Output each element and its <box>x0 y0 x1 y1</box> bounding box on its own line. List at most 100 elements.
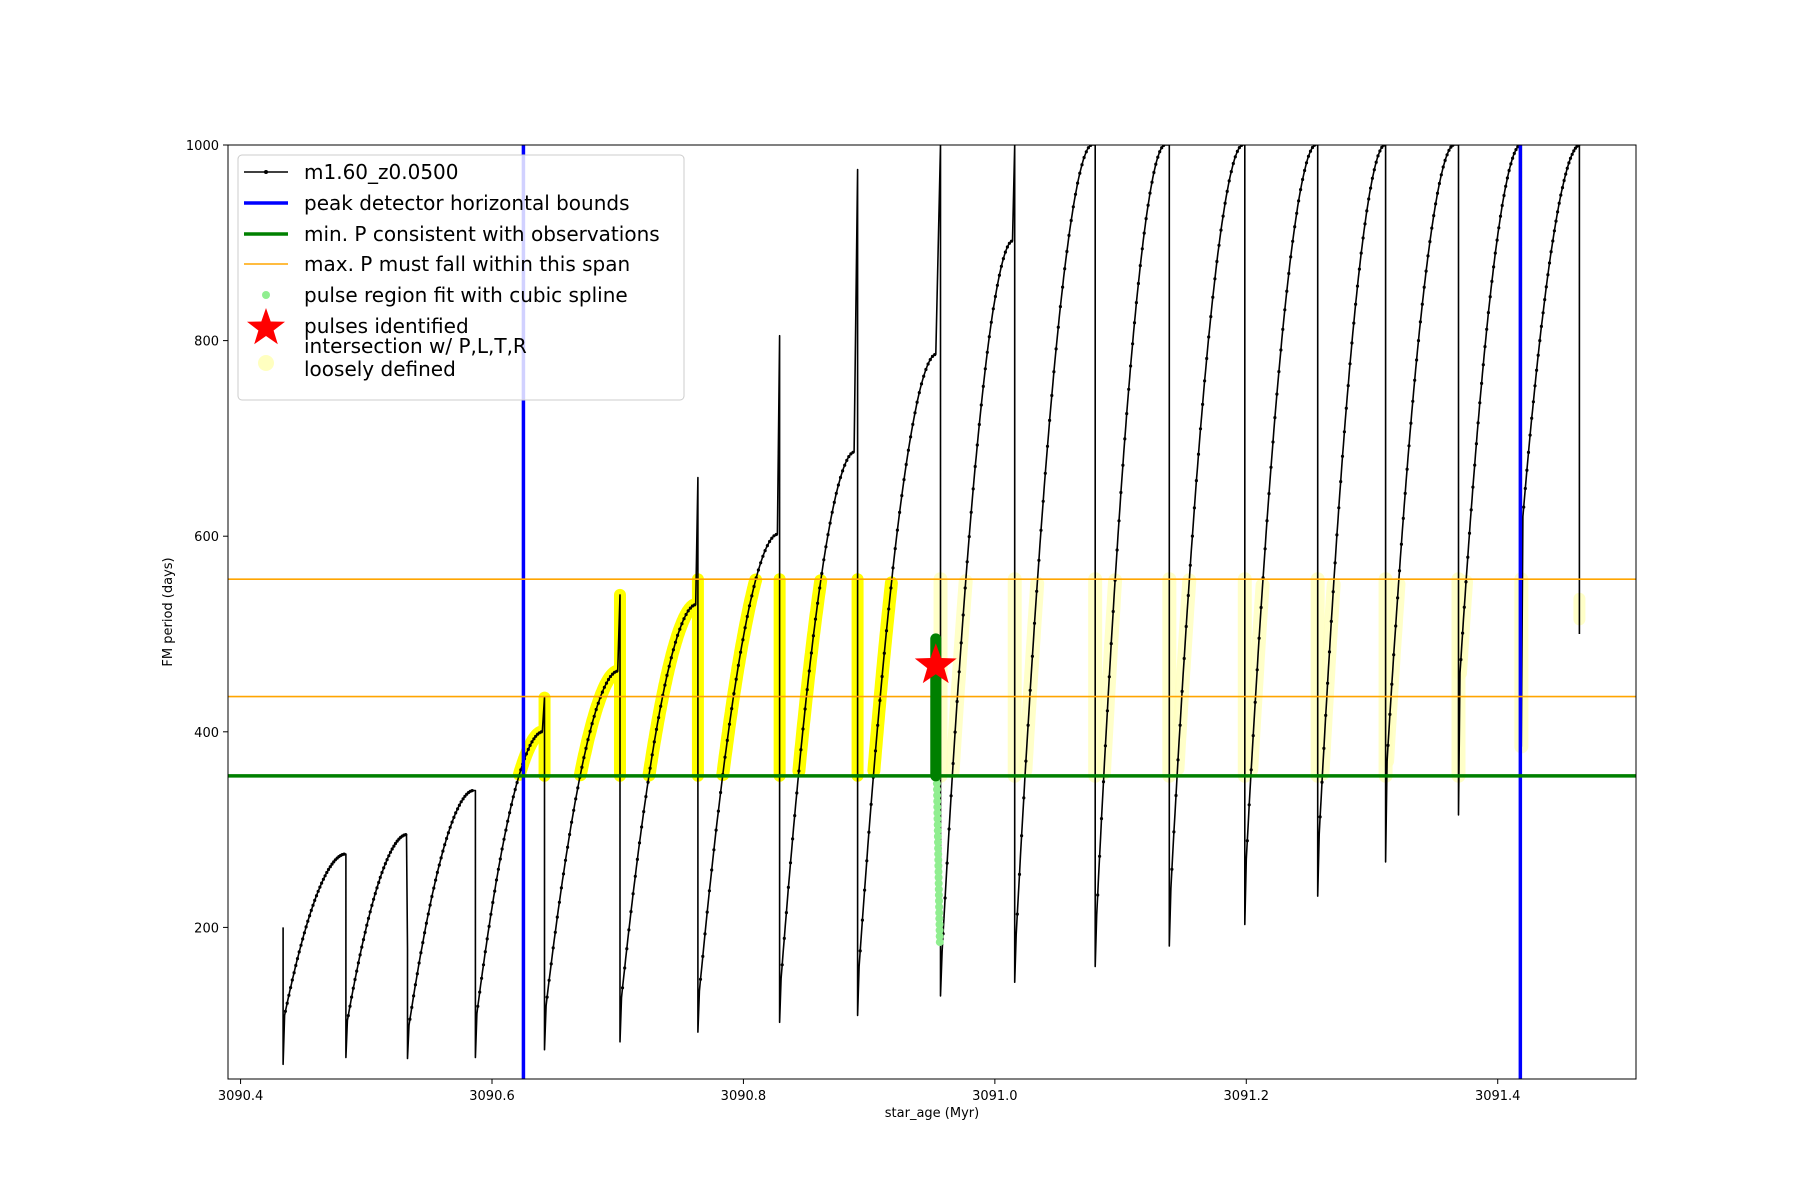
y-tick-label: 600 <box>194 530 219 545</box>
spline-point <box>934 844 943 853</box>
track-point <box>1374 160 1378 164</box>
y-tick-label: 400 <box>194 726 219 741</box>
track-point <box>1481 363 1485 367</box>
track-point <box>1096 893 1100 897</box>
track-point <box>860 918 865 922</box>
track-point <box>838 475 843 480</box>
track-point <box>1156 155 1160 159</box>
track-point <box>863 888 867 892</box>
track-point <box>421 941 425 945</box>
track-point <box>313 898 317 903</box>
y-axis-label: FM period (days) <box>161 557 176 666</box>
track-point <box>650 753 654 757</box>
track-point <box>1275 392 1279 396</box>
track-point <box>285 1001 289 1005</box>
legend-swatch-dot <box>262 291 270 299</box>
track-point <box>1249 768 1253 772</box>
track-point <box>304 925 308 929</box>
track-point <box>623 966 627 970</box>
track-point <box>1048 418 1052 422</box>
track-point <box>450 820 454 824</box>
track-point <box>1182 656 1186 661</box>
track-point <box>1367 197 1371 201</box>
track-point <box>1443 158 1447 162</box>
track-point <box>289 986 293 990</box>
track-point <box>705 910 709 914</box>
legend-label: pulses identified <box>304 314 469 338</box>
track-point <box>323 874 327 878</box>
track-point <box>608 674 613 679</box>
spline-point <box>935 938 944 947</box>
track-point <box>824 545 828 549</box>
track-point <box>1076 181 1080 185</box>
track-point <box>1078 171 1082 175</box>
spline-point <box>934 861 943 870</box>
track-point <box>390 847 394 851</box>
track-point <box>351 986 355 990</box>
track-point <box>513 787 517 792</box>
track-point <box>476 1004 480 1008</box>
track-point <box>1129 364 1133 368</box>
track-point <box>1237 146 1241 150</box>
x-tick-label: 3091.0 <box>972 1089 1018 1104</box>
track-point <box>1050 393 1054 398</box>
track-point <box>1560 186 1565 190</box>
track-point <box>782 936 786 941</box>
track-point <box>727 722 732 726</box>
track-point <box>363 930 367 934</box>
track-point <box>1441 165 1445 169</box>
track-point <box>582 756 586 760</box>
track-point <box>652 740 656 744</box>
track-point <box>688 606 693 610</box>
track-point <box>1556 210 1560 214</box>
track-point <box>430 894 434 899</box>
track-point <box>1467 531 1472 535</box>
track-point <box>761 554 765 558</box>
track-point <box>909 435 913 439</box>
track-point <box>1056 325 1060 329</box>
track-point <box>845 458 849 462</box>
track-point <box>1065 249 1069 254</box>
track-point <box>1283 308 1287 312</box>
track-point <box>1357 267 1361 271</box>
track-point <box>788 861 793 865</box>
track-point <box>309 908 313 913</box>
track-point <box>1154 162 1158 166</box>
track-point <box>1422 285 1426 289</box>
track-point <box>366 916 371 921</box>
track-point <box>1217 243 1221 247</box>
track-point <box>701 954 705 959</box>
track-point <box>539 730 544 734</box>
legend-label: max. P must fall within this span <box>304 252 630 276</box>
track-point <box>283 1009 287 1013</box>
track-point <box>924 367 928 372</box>
track-point <box>943 896 947 900</box>
track-point <box>680 622 684 626</box>
x-tick-label: 3090.4 <box>218 1089 264 1104</box>
track-point <box>1037 558 1041 562</box>
track-point <box>1418 320 1422 324</box>
track-point <box>1466 555 1470 559</box>
track-point <box>640 825 644 829</box>
track-point <box>1511 156 1515 160</box>
track-point <box>955 699 959 704</box>
track-point <box>1559 193 1563 197</box>
track-point <box>981 384 985 388</box>
track-point <box>750 594 754 598</box>
track-point <box>1394 624 1398 628</box>
track-point <box>959 641 963 645</box>
track-point <box>1247 803 1251 807</box>
track-point <box>928 358 932 362</box>
track-point <box>710 868 714 872</box>
track-point <box>858 949 862 953</box>
track-point <box>1052 370 1056 374</box>
track-point <box>1526 450 1531 454</box>
track-point <box>1229 170 1233 174</box>
track-point <box>1544 285 1548 289</box>
track-point <box>592 714 596 718</box>
spline-point <box>934 885 943 894</box>
track-point <box>572 808 576 812</box>
track-point <box>1370 176 1374 180</box>
track-point <box>1568 156 1573 160</box>
track-point <box>446 831 450 835</box>
